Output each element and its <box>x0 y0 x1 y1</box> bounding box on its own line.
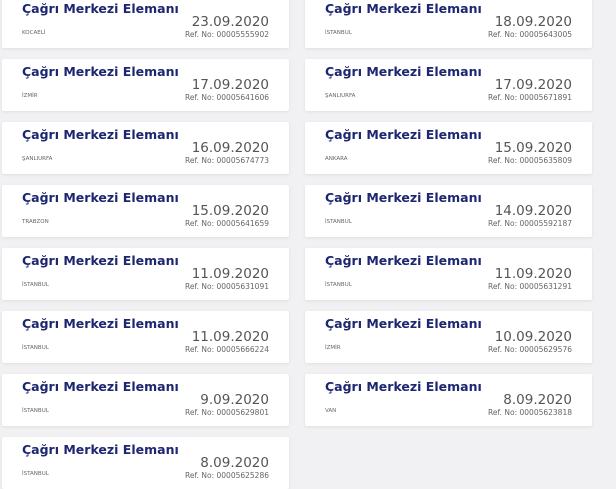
job-ref: Ref. No: 00005631291 <box>488 282 572 291</box>
job-card[interactable]: Çağrı Merkezi Elemanı 23.09.2020 Ref. No: … <box>2 0 289 48</box>
job-card[interactable]: Çağrı Merkezi Elemanı 11.09.2020 Ref. No: … <box>2 311 289 363</box>
job-city: ANKARA <box>325 156 348 162</box>
job-ref: Ref. No: 00005643005 <box>488 30 572 39</box>
job-city: İSTANBUL <box>22 345 49 351</box>
job-card[interactable]: Çağrı Merkezi Elemanı 17.09.2020 Ref. No: … <box>2 59 289 111</box>
job-card[interactable]: Çağrı Merkezi Elemanı 10.09.2020 Ref. No: … <box>305 311 592 363</box>
job-date: 8.09.2020 <box>503 392 572 408</box>
job-date: 15.09.2020 <box>191 203 269 219</box>
job-title: Çağrı Merkezi Elemanı <box>325 64 482 79</box>
job-date: 11.09.2020 <box>191 266 269 282</box>
job-title: Çağrı Merkezi Elemanı <box>22 442 179 457</box>
job-card[interactable]: Çağrı Merkezi Elemanı 14.09.2020 Ref. No: … <box>305 185 592 237</box>
job-card[interactable]: Çağrı Merkezi Elemanı 15.09.2020 Ref. No: … <box>2 185 289 237</box>
job-city: ŞANLIURFA <box>325 93 356 99</box>
job-card[interactable]: Çağrı Merkezi Elemanı 11.09.2020 Ref. No: … <box>305 248 592 300</box>
job-title: Çağrı Merkezi Elemanı <box>325 1 482 16</box>
job-city: ŞANLIURFA <box>22 156 53 162</box>
job-title: Çağrı Merkezi Elemanı <box>22 379 179 394</box>
job-city: İSTANBUL <box>22 408 49 414</box>
job-city: İZMİR <box>22 93 38 99</box>
job-date: 10.09.2020 <box>494 329 572 345</box>
job-date: 14.09.2020 <box>494 203 572 219</box>
job-date: 11.09.2020 <box>191 329 269 345</box>
job-ref: Ref. No: 00005592187 <box>488 219 572 228</box>
job-ref: Ref. No: 00005629576 <box>488 345 572 354</box>
job-ref: Ref. No: 00005641659 <box>185 219 269 228</box>
job-city: İSTANBUL <box>22 282 49 288</box>
job-date: 9.09.2020 <box>200 392 269 408</box>
job-ref: Ref. No: 00005635809 <box>488 156 572 165</box>
job-city: VAN <box>325 408 337 414</box>
job-card[interactable]: Çağrı Merkezi Elemanı 8.09.2020 Ref. No: 0… <box>2 437 289 489</box>
job-ref: Ref. No: 00005666224 <box>185 345 269 354</box>
job-title: Çağrı Merkezi Elemanı <box>22 1 179 16</box>
job-city: İSTANBUL <box>325 282 352 288</box>
job-date: 18.09.2020 <box>494 14 572 30</box>
job-card[interactable]: Çağrı Merkezi Elemanı 17.09.2020 Ref. No: … <box>305 59 592 111</box>
job-title: Çağrı Merkezi Elemanı <box>22 253 179 268</box>
job-title: Çağrı Merkezi Elemanı <box>325 316 482 331</box>
job-city: İSTANBUL <box>22 471 49 477</box>
job-card[interactable]: Çağrı Merkezi Elemanı 15.09.2020 Ref. No: … <box>305 122 592 174</box>
job-city: TRABZON <box>22 219 49 225</box>
job-date: 17.09.2020 <box>494 77 572 93</box>
job-card[interactable]: Çağrı Merkezi Elemanı 11.09.2020 Ref. No: … <box>2 248 289 300</box>
job-title: Çağrı Merkezi Elemanı <box>22 127 179 142</box>
job-card[interactable]: Çağrı Merkezi Elemanı 18.09.2020 Ref. No: … <box>305 0 592 48</box>
job-date: 17.09.2020 <box>191 77 269 93</box>
job-date: 15.09.2020 <box>494 140 572 156</box>
job-city: KOCAELİ <box>22 30 46 36</box>
job-date: 8.09.2020 <box>200 455 269 471</box>
job-ref: Ref. No: 00005629801 <box>185 408 269 417</box>
job-date: 11.09.2020 <box>494 266 572 282</box>
job-title: Çağrı Merkezi Elemanı <box>22 316 179 331</box>
job-card[interactable]: Çağrı Merkezi Elemanı 9.09.2020 Ref. No: 0… <box>2 374 289 426</box>
job-city: İSTANBUL <box>325 30 352 36</box>
job-title: Çağrı Merkezi Elemanı <box>22 190 179 205</box>
job-title: Çağrı Merkezi Elemanı <box>22 64 179 79</box>
job-city: İZMİR <box>325 345 341 351</box>
job-title: Çağrı Merkezi Elemanı <box>325 253 482 268</box>
job-city: İSTANBUL <box>325 219 352 225</box>
job-ref: Ref. No: 00005625286 <box>185 471 269 480</box>
job-card[interactable]: Çağrı Merkezi Elemanı 16.09.2020 Ref. No: … <box>2 122 289 174</box>
job-title: Çağrı Merkezi Elemanı <box>325 379 482 394</box>
job-title: Çağrı Merkezi Elemanı <box>325 190 482 205</box>
job-ref: Ref. No: 00005631091 <box>185 282 269 291</box>
job-title: Çağrı Merkezi Elemanı <box>325 127 482 142</box>
job-ref: Ref. No: 00005671891 <box>488 93 572 102</box>
job-ref: Ref. No: 00005674773 <box>185 156 269 165</box>
job-ref: Ref. No: 00005641606 <box>185 93 269 102</box>
job-ref: Ref. No: 00005555902 <box>185 30 269 39</box>
job-date: 23.09.2020 <box>191 14 269 30</box>
job-ref: Ref. No: 00005623818 <box>488 408 572 417</box>
job-date: 16.09.2020 <box>191 140 269 156</box>
job-card[interactable]: Çağrı Merkezi Elemanı 8.09.2020 Ref. No: 0… <box>305 374 592 426</box>
